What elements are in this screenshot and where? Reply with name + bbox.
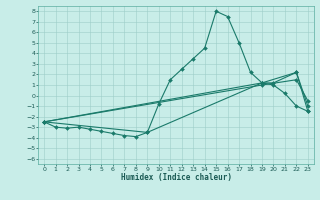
X-axis label: Humidex (Indice chaleur): Humidex (Indice chaleur) — [121, 173, 231, 182]
